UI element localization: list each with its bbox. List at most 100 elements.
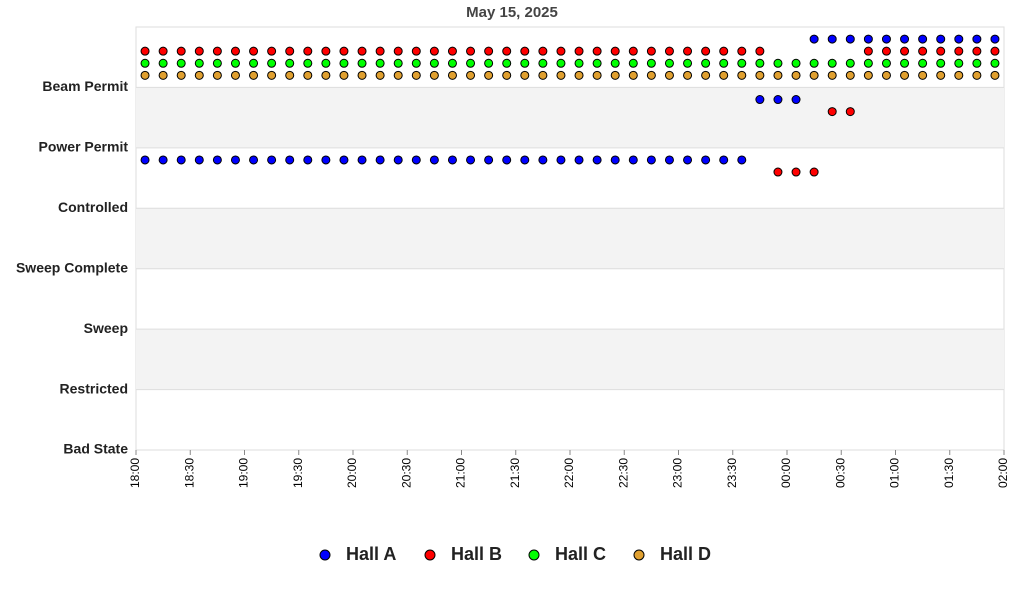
point	[429, 70, 439, 80]
point	[249, 70, 259, 80]
point	[683, 46, 693, 56]
point	[646, 58, 656, 68]
legend-label: Hall A	[346, 544, 396, 564]
point	[158, 155, 168, 165]
x-tick-label: 21:00	[454, 458, 468, 488]
point	[954, 46, 964, 56]
legend-label: Hall D	[660, 544, 711, 564]
point	[230, 46, 240, 56]
point	[683, 155, 693, 165]
point	[339, 46, 349, 56]
point	[990, 46, 1000, 56]
point	[936, 46, 946, 56]
legend-item: Hall B	[424, 544, 502, 564]
band	[136, 208, 1004, 269]
point	[411, 58, 421, 68]
point	[900, 70, 910, 80]
point	[230, 155, 240, 165]
point	[845, 70, 855, 80]
point	[230, 70, 240, 80]
point	[158, 58, 168, 68]
point	[303, 46, 313, 56]
point	[954, 58, 964, 68]
point	[411, 155, 421, 165]
point	[719, 155, 729, 165]
point	[773, 95, 783, 105]
point	[556, 155, 566, 165]
point	[447, 46, 457, 56]
point	[664, 70, 674, 80]
point	[339, 58, 349, 68]
point	[845, 107, 855, 117]
point	[321, 70, 331, 80]
point	[466, 155, 476, 165]
point	[827, 107, 837, 117]
point	[447, 70, 457, 80]
point	[176, 46, 186, 56]
point	[267, 58, 277, 68]
point	[574, 46, 584, 56]
point	[321, 155, 331, 165]
point	[375, 70, 385, 80]
legend-item: Hall A	[319, 544, 396, 564]
point	[936, 70, 946, 80]
chart-title: May 15, 2025	[466, 4, 558, 21]
point	[538, 46, 548, 56]
point	[285, 46, 295, 56]
x-tick-label: 23:30	[725, 458, 739, 488]
point	[918, 34, 928, 44]
point	[393, 70, 403, 80]
point	[429, 155, 439, 165]
point	[881, 46, 891, 56]
point	[484, 46, 494, 56]
legend-label: Hall B	[451, 544, 502, 564]
point	[429, 58, 439, 68]
point	[900, 34, 910, 44]
point	[212, 155, 222, 165]
point	[484, 58, 494, 68]
point	[610, 70, 620, 80]
point	[212, 46, 222, 56]
point	[646, 46, 656, 56]
point	[140, 70, 150, 80]
point	[683, 70, 693, 80]
point	[267, 155, 277, 165]
point	[881, 70, 891, 80]
point	[466, 58, 476, 68]
point	[592, 70, 602, 80]
point	[556, 70, 566, 80]
point	[592, 46, 602, 56]
point	[556, 58, 566, 68]
point	[954, 34, 964, 44]
point	[212, 70, 222, 80]
point	[701, 46, 711, 56]
point	[791, 70, 801, 80]
point	[773, 70, 783, 80]
point	[936, 58, 946, 68]
point	[755, 46, 765, 56]
point	[918, 46, 928, 56]
point	[863, 58, 873, 68]
point	[140, 58, 150, 68]
point	[628, 155, 638, 165]
point	[628, 46, 638, 56]
point	[827, 58, 837, 68]
point	[646, 155, 656, 165]
point	[737, 155, 747, 165]
point	[719, 70, 729, 80]
point	[918, 70, 928, 80]
point	[809, 167, 819, 177]
point	[339, 155, 349, 165]
y-tick-label: Restricted	[60, 380, 128, 396]
point	[249, 155, 259, 165]
point	[972, 70, 982, 80]
point	[230, 58, 240, 68]
point	[538, 58, 548, 68]
point	[918, 58, 928, 68]
y-tick-label: Bad State	[63, 441, 128, 457]
point	[502, 155, 512, 165]
point	[393, 58, 403, 68]
x-tick-label: 18:30	[182, 458, 196, 488]
point	[881, 34, 891, 44]
